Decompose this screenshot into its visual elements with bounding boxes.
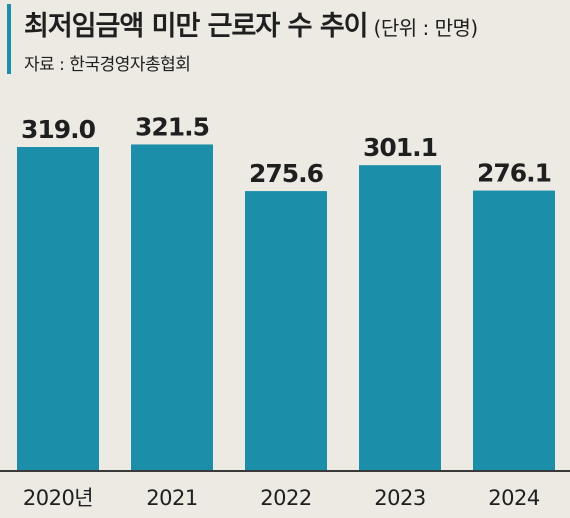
value-label-2: 275.6 [249,159,324,188]
category-label-4: 2024 [488,486,540,510]
category-labels-group: 2020년 2021 2022 2023 2024 [23,486,540,510]
bar-4 [473,190,555,471]
bar-2 [245,191,327,471]
header-accent-bar [7,4,11,74]
category-label-3: 2023 [374,486,425,510]
bar-0 [17,147,99,471]
value-label-1: 321.5 [135,112,209,141]
category-label-1: 2021 [146,486,197,510]
value-label-4: 276.1 [477,159,551,188]
value-labels-group: 319.0 321.5 275.6 301.1 276.1 [21,112,552,188]
bars-group [17,144,555,472]
unit-label: (단위 : 만명) [373,16,479,40]
category-label-2: 2022 [260,486,311,510]
category-label-0: 2020년 [23,486,93,510]
value-label-0: 319.0 [21,115,96,144]
value-label-3: 301.1 [363,133,437,162]
source-label: 자료 : 한국경영자총협회 [24,55,191,75]
bar-3 [359,165,441,472]
title-row: 최저임금액 미만 근로자 수 추이 (단위 : 만명) [24,4,478,43]
bar-1 [131,144,213,471]
chart-title: 최저임금액 미만 근로자 수 추이 [24,11,369,42]
